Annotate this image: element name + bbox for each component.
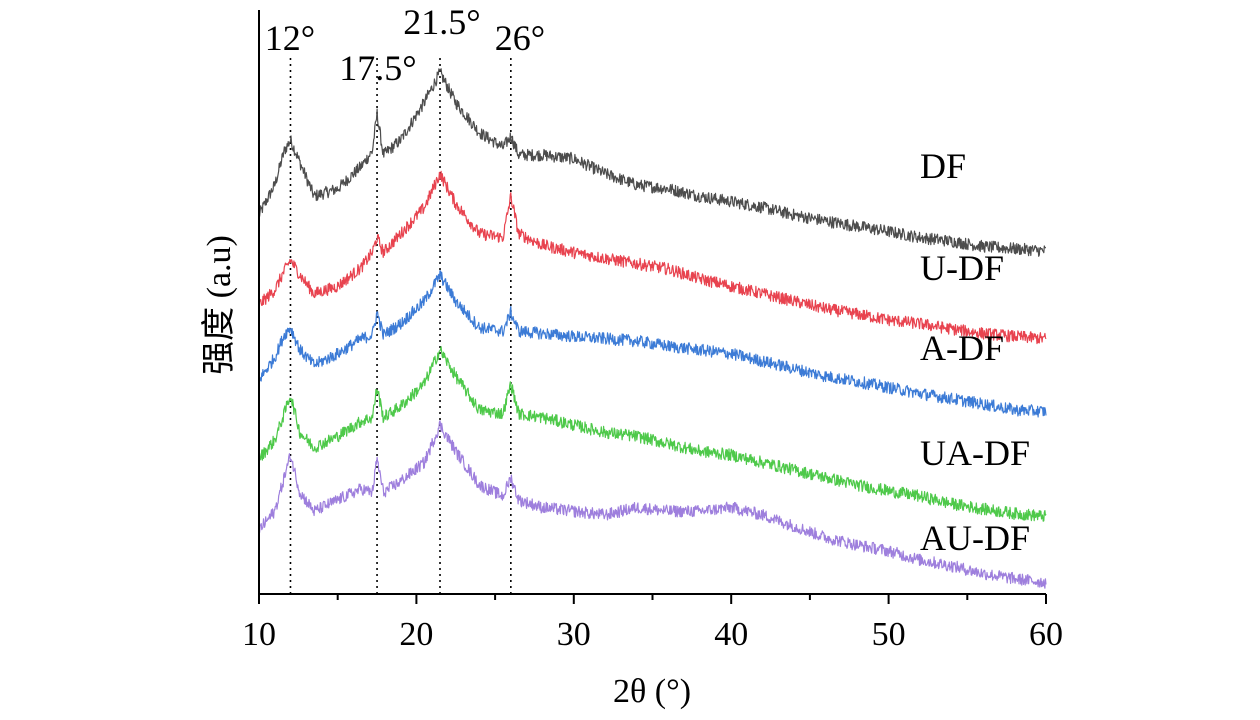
peak-label-26: 26° <box>495 18 545 58</box>
x-ticks: 10 20 30 40 50 60 <box>242 594 1063 653</box>
axes <box>258 10 1046 595</box>
series-line-df <box>258 68 1046 257</box>
x-tick-label-60: 60 <box>1029 616 1063 653</box>
x-axis-title: 2θ (°) <box>613 673 691 710</box>
x-tick-label-50: 50 <box>872 616 906 653</box>
series-label-df: DF <box>920 146 966 186</box>
series-line-au-df <box>258 420 1047 589</box>
text-labels: 12° 17.5° 21.5° 26° DF U-DF A-DF UA-DF AU-DF <box>265 2 1030 558</box>
peak-label-21.5: 21.5° <box>403 2 480 42</box>
series-label-u-df: U-DF <box>920 248 1004 288</box>
x-tick-label-40: 40 <box>714 616 748 653</box>
x-tick-label-20: 20 <box>399 616 433 653</box>
peak-label-12: 12° <box>265 18 315 58</box>
y-axis-title: 强度 (a.u) <box>200 235 238 375</box>
series-traces <box>258 68 1047 589</box>
series-label-au-df: AU-DF <box>920 518 1030 558</box>
series-label-a-df: A-DF <box>920 328 1004 368</box>
series-label-ua-df: UA-DF <box>920 433 1030 473</box>
x-tick-label-10: 10 <box>242 616 276 653</box>
series-line-ua-df <box>258 346 1047 522</box>
peak-label-17.5: 17.5° <box>339 48 416 88</box>
series-line-u-df <box>258 170 1047 345</box>
series-line-a-df <box>258 270 1047 418</box>
x-tick-label-30: 30 <box>557 616 591 653</box>
